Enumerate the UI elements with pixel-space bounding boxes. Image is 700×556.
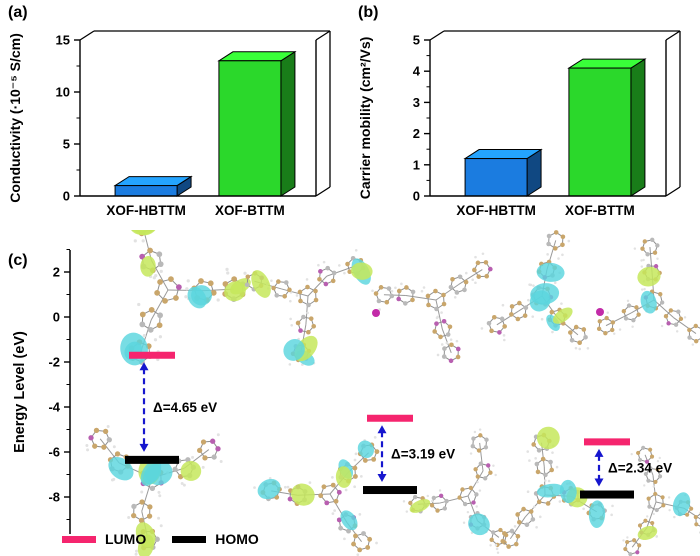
y-tick-label: -6 <box>48 445 60 460</box>
y-axis-title: Energy Level (eV) <box>12 331 28 453</box>
x-category-label: XOF-BTTM <box>215 203 285 218</box>
orbital-lobes <box>637 266 661 314</box>
y-tick-label: -8 <box>48 490 60 505</box>
molecule-structure <box>371 252 493 364</box>
bar-xof-hbttm <box>463 148 543 197</box>
counterion-dot <box>372 309 380 317</box>
orbital-lobes <box>251 258 373 366</box>
bar-xof-bttm <box>567 58 647 197</box>
gap-arrow <box>594 448 604 487</box>
panel-c: (c) 2 0 -2 -4 -6 -8 Energy Level (eV) Δ=4.65 eV… <box>0 230 700 556</box>
y-tick-label: 4 <box>413 64 421 79</box>
homo-level-bar <box>580 490 634 499</box>
y-tick-label: 0 <box>53 310 60 325</box>
lumo-swatch <box>62 535 96 543</box>
panel-a-label: (a) <box>8 4 28 21</box>
gap-arrow <box>139 362 149 452</box>
y-tick-label: -2 <box>48 355 60 370</box>
panel-a: (a) 0 5 10 15 XOF-HBTTM XOF-BTTM Conductivity … <box>0 0 350 230</box>
lumo-level-bar <box>129 351 175 359</box>
lumo-legend-label: LUMO <box>105 531 147 547</box>
lumo-level-bar <box>584 438 630 446</box>
gap-label: Δ=4.65 eV <box>153 400 217 415</box>
gap-label: Δ=3.19 eV <box>391 447 455 462</box>
legend: LUMO HOMO <box>62 531 285 547</box>
y-tick-label: 5 <box>63 137 70 152</box>
y-tick-label: 0 <box>413 189 420 204</box>
y-tick-label: 0 <box>63 189 70 204</box>
gap-label: Δ=2.34 eV <box>608 461 672 476</box>
orbital-lobes <box>108 457 202 556</box>
bar-xof-hbttm <box>113 175 193 197</box>
y-tick-label: 2 <box>53 265 60 280</box>
panel-b: (b) 0 1 2 3 4 5 XOF-HBTTM XOF-BTTM Carrier mobil… <box>350 0 700 230</box>
orbital-lobes <box>120 230 251 366</box>
counterion-dot <box>596 308 604 316</box>
y-tick-label: 15 <box>56 33 70 48</box>
y-tick-label: -4 <box>48 400 60 415</box>
y-axis-title: Conductivity (·10⁻⁵ S/cm) <box>7 33 23 203</box>
energy-level-diagram: 2 0 -2 -4 -6 -8 Energy Level (eV) Δ=4.65 eV Δ=3.… <box>12 230 700 556</box>
homo-swatch <box>172 535 207 543</box>
orbital-lobes <box>257 440 375 531</box>
y-tick-label: 5 <box>413 33 420 48</box>
x-category-label: XOF-BTTM <box>565 203 635 218</box>
x-category-label: XOF-HBTTM <box>106 203 185 218</box>
y-axis-title: Carrier mobility (cm²/Vs) <box>357 37 373 200</box>
orbital-lobes <box>529 262 573 331</box>
y-tick-label: 3 <box>413 95 420 110</box>
y-tick-label: 1 <box>413 157 420 172</box>
homo-level-bar <box>363 486 417 495</box>
y-tick-label: 2 <box>413 126 420 141</box>
lumo-level-bar <box>367 414 413 422</box>
panel-b-label: (b) <box>358 4 379 21</box>
conductivity-bar-chart: 0 5 10 15 XOF-HBTTM XOF-BTTM Conductivity (·10… <box>7 30 331 218</box>
y-tick-label: 10 <box>56 85 70 100</box>
x-category-label: XOF-HBTTM <box>456 203 535 218</box>
homo-legend-label: HOMO <box>215 531 259 547</box>
bar-xof-bttm <box>217 50 297 197</box>
carrier-mobility-bar-chart: 0 1 2 3 4 5 XOF-HBTTM XOF-BTTM Carrier mobility … <box>357 30 681 218</box>
homo-level-bar <box>125 455 179 464</box>
orbital-lobes <box>637 492 691 540</box>
panel-c-label: (c) <box>8 252 28 269</box>
orbital-lobes <box>409 499 490 536</box>
gap-arrow <box>377 425 387 483</box>
